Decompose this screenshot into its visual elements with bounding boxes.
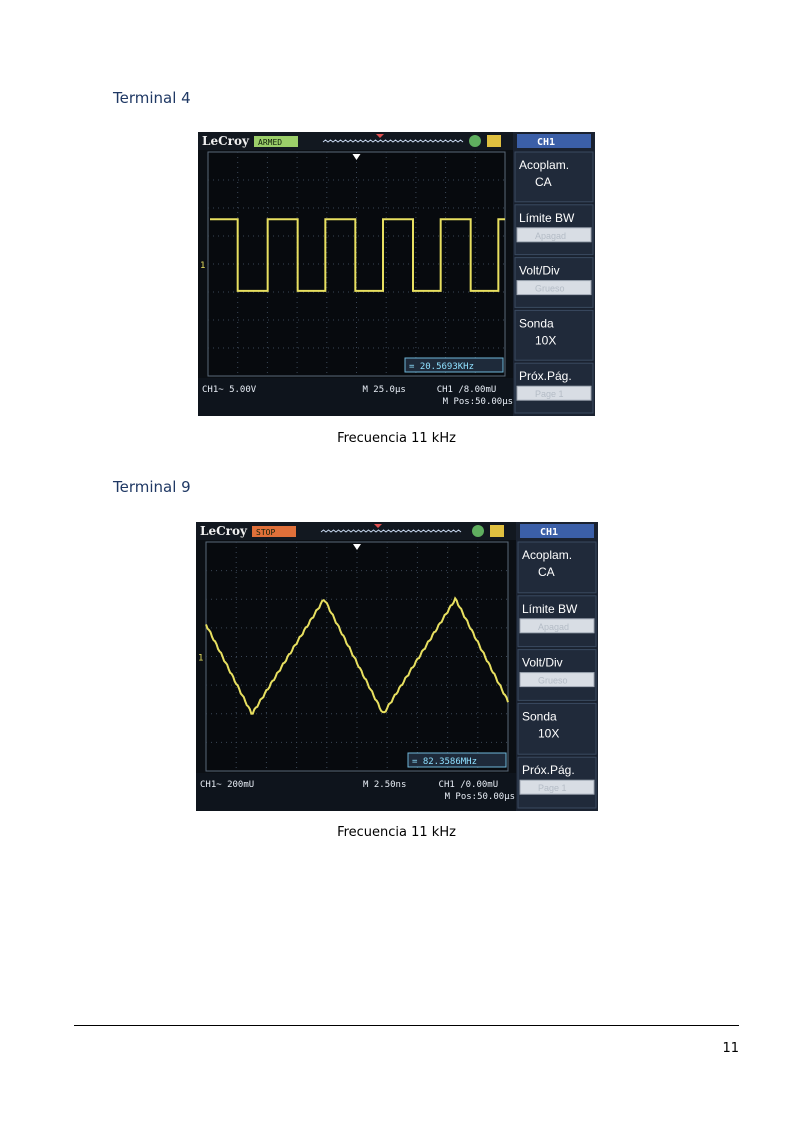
section-heading-terminal-9: Terminal 9 (113, 478, 191, 496)
channel-1-trace (205, 596, 509, 715)
menu-item-value: Page 1 (535, 389, 564, 399)
menu-item-label: Acoplam. (519, 158, 569, 172)
page-number: 11 (722, 1041, 739, 1056)
menu-item-value: 10X (535, 333, 556, 347)
run-state-badge (254, 136, 298, 147)
figure-caption-terminal-9: Frecuencia 11 kHz (337, 825, 456, 840)
menu-item-label: Próx.Pág. (522, 763, 575, 777)
menu-item-value: Grueso (538, 676, 568, 686)
usb-icon (469, 135, 481, 147)
menu-item-value: Apagad (535, 231, 566, 241)
channel-menu-title: CH1 (540, 527, 558, 538)
trigger-position-marker (374, 524, 382, 528)
menu-item-value: Grueso (535, 284, 565, 294)
frequency-readout-box (404, 357, 504, 373)
oscilloscope-display: LeCroy ARMED 1 = 20.5693KHz CH1~ 5.00V M 25.0… (198, 132, 595, 416)
frequency-readout: = 82.3586MHz (412, 757, 477, 767)
menu-item-box (517, 702, 597, 755)
oscilloscope-display: LeCroy STOP 1 = 82.3586MHz CH1~ 200mU M 2.50n… (196, 522, 598, 811)
trigger-arrow (353, 544, 361, 550)
frequency-readout-box (407, 752, 507, 768)
bottom-status-bar (196, 773, 516, 811)
menu-item-value-box (519, 779, 595, 795)
channel-menu-title: CH1 (537, 137, 555, 148)
trigger-arrow (352, 154, 361, 160)
oscilloscope-screenshot-terminal-4: LeCroy ARMED 1 = 20.5693KHz CH1~ 5.00V M 25.0… (198, 132, 595, 416)
run-state-label: ARMED (258, 138, 282, 147)
run-state-badge (252, 526, 296, 537)
menu-item-label: Sonda (519, 316, 554, 330)
channel-menu-header (517, 134, 591, 148)
menu-item-box (514, 309, 594, 361)
figure-caption-terminal-4: Frecuencia 11 kHz (337, 431, 456, 446)
channel-scale-readout: CH1~ 5.00V (202, 385, 257, 395)
timebase-readout: M 25.0µs (362, 385, 405, 395)
menu-item-label: Volt/Div (519, 264, 560, 278)
menu-item-label: Sonda (522, 709, 557, 723)
channel-ground-marker: 1 (200, 261, 205, 271)
menu-item-value-box (516, 385, 592, 401)
memory-position-indicator (320, 529, 462, 533)
trigger-level-readout: CH1 /8.00mU (437, 385, 497, 395)
menu-item-label: Volt/Div (522, 656, 563, 670)
trigger-level-readout: CH1 /0.00mU (439, 780, 499, 790)
channel-menu-header (520, 524, 594, 538)
trigger-position-marker (376, 134, 384, 138)
channel-scale-readout: CH1~ 200mU (200, 780, 254, 790)
printer-icon (487, 135, 501, 147)
menu-item-box (514, 151, 594, 203)
usb-icon (472, 525, 484, 537)
graticule-frame (207, 151, 506, 377)
printer-icon (490, 525, 504, 537)
menu-item-label: Acoplam. (522, 548, 572, 562)
menu-item-value-box (519, 618, 595, 634)
timebase-readout: M 2.50ns (363, 780, 406, 790)
menu-item-value: CA (535, 175, 552, 189)
footer-divider (74, 1025, 739, 1026)
menu-item-value: 10X (538, 726, 559, 740)
oscilloscope-screenshot-terminal-9: LeCroy STOP 1 = 82.3586MHz CH1~ 200mU M 2.50n… (196, 522, 598, 811)
menu-item-label: Próx.Pág. (519, 369, 572, 383)
channel-1-trace (210, 218, 505, 292)
menu-item-box (517, 541, 597, 594)
memory-position-readout: M Pos:50.00µs (443, 397, 513, 407)
menu-item-value: Page 1 (538, 783, 567, 793)
memory-position-indicator (322, 139, 464, 143)
memory-position-readout: M Pos:50.00µs (445, 792, 515, 802)
menu-item-label: Límite BW (522, 602, 578, 616)
menu-item-value-box (516, 227, 592, 243)
frequency-readout: = 20.5693KHz (409, 362, 474, 372)
brand-logo-text: LeCroy (200, 524, 248, 538)
channel-ground-marker: 1 (198, 654, 203, 664)
menu-item-value-box (519, 672, 595, 688)
run-state-label: STOP (256, 528, 275, 537)
section-heading-terminal-4: Terminal 4 (113, 89, 191, 107)
brand-logo-text: LeCroy (202, 134, 250, 148)
menu-item-label: Límite BW (519, 211, 575, 225)
menu-item-value-box (516, 280, 592, 296)
menu-item-value: CA (538, 565, 555, 579)
bottom-status-bar (198, 378, 513, 416)
menu-item-value: Apagad (538, 622, 569, 632)
